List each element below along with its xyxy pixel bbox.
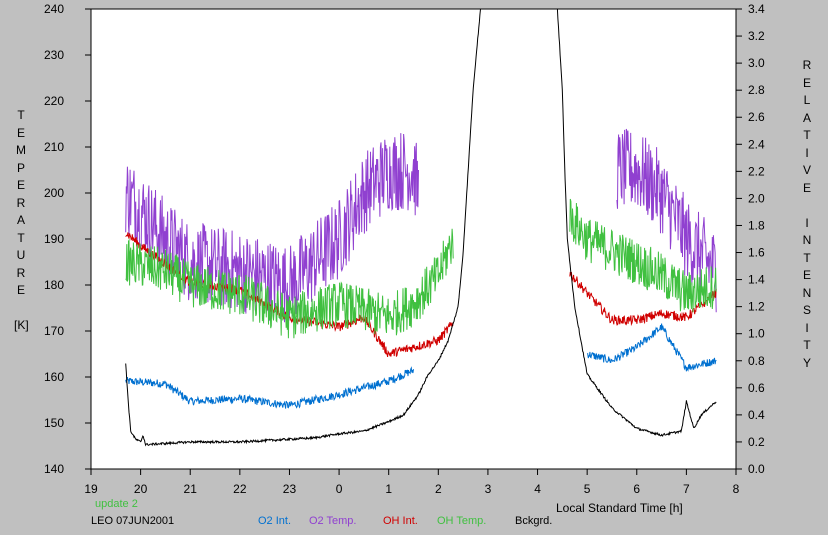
x-tick-label: 4 (534, 482, 541, 496)
axis-letter: R (16, 265, 26, 280)
axis-letter: P (16, 160, 25, 175)
axis-layer: 1401501601701801902002102202302400.00.20… (44, 2, 765, 515)
x-tick-label: 3 (485, 482, 492, 496)
axis-letter: T (17, 230, 25, 245)
left-tick-label: 240 (44, 2, 64, 16)
axis-letter: E (802, 268, 811, 282)
right-tick-label: 2.0 (748, 191, 765, 205)
left-tick-label: 220 (44, 94, 64, 108)
right-tick-label: 1.0 (748, 327, 765, 341)
plot-area (90, 8, 737, 470)
axis-letter: N (802, 285, 812, 300)
left-tick-label: 170 (44, 324, 64, 338)
series-line (569, 271, 717, 327)
left-tick-label: 150 (44, 416, 64, 430)
x-tick-label: 7 (683, 482, 690, 496)
legend-item: O2 Int. (258, 515, 292, 527)
axis-letter: E (16, 125, 25, 140)
axis-letter: T (803, 250, 811, 265)
right-tick-label: 1.8 (748, 218, 765, 232)
x-tick-label: 20 (134, 482, 148, 496)
series-line (586, 323, 717, 372)
right-tick-label: 0.2 (748, 435, 765, 449)
x-tick-label: 0 (336, 482, 343, 496)
legend-item: OH Int. (383, 515, 418, 527)
axis-letter: N (802, 233, 812, 247)
axis-letter: R (802, 58, 812, 72)
series-line (125, 366, 414, 409)
series-line (616, 128, 717, 313)
axis-letter: R (16, 195, 26, 210)
series-line (125, 133, 419, 326)
axis-letter: I (805, 145, 809, 160)
x-tick-label: 6 (633, 482, 640, 496)
left-tick-label: 230 (44, 48, 64, 62)
series-line (569, 198, 717, 313)
axis-letter: V (802, 163, 811, 177)
x-tick-label: 1 (385, 482, 392, 496)
right-tick-label: 0.0 (748, 462, 765, 476)
right-tick-label: 1.4 (748, 273, 765, 287)
right-tick-label: 0.4 (748, 408, 765, 422)
legend-item: OH Temp. (437, 515, 487, 527)
axis-letter: E (16, 178, 25, 192)
x-axis-title: Local Standard Time [h] (556, 501, 683, 515)
right-tick-label: 2.6 (748, 110, 765, 124)
axis-letter: T (803, 128, 811, 142)
axis-letter: E (16, 283, 25, 297)
left-tick-label: 160 (44, 370, 64, 384)
station-date-label: LEO 07JUN2001 (91, 515, 175, 527)
right-tick-label: 0.6 (748, 381, 765, 395)
x-tick-label: 8 (733, 482, 740, 496)
right-tick-label: 2.4 (748, 137, 765, 151)
x-tick-label: 19 (84, 482, 98, 496)
axis-letter: E (802, 180, 811, 195)
left-tick-label: 180 (44, 278, 64, 292)
right-tick-label: 3.4 (748, 2, 765, 16)
axis-letter: S (802, 303, 811, 317)
legend-item: Bckgrd. (515, 515, 553, 527)
left-tick-label: 200 (44, 186, 64, 200)
right-tick-label: 2.8 (748, 83, 765, 97)
axis-letter: I (805, 215, 809, 230)
x-tick-label: 2 (435, 482, 442, 496)
axis-letter: A (16, 213, 25, 227)
axis-letter: A (802, 110, 811, 125)
left-tick-label: 140 (44, 462, 64, 476)
x-tick-label: 23 (283, 482, 297, 496)
right-tick-label: 2.2 (748, 164, 765, 178)
left-tick-label: 190 (44, 232, 64, 246)
update-label: update 2 (95, 498, 138, 510)
left-tick-label: 210 (44, 140, 64, 154)
legend-item: O2 Temp. (309, 515, 357, 527)
axis-letter: T (803, 338, 811, 352)
axis-letter: I (805, 320, 809, 335)
x-tick-label: 5 (584, 482, 591, 496)
x-tick-label: 21 (184, 482, 198, 496)
axis-letter: Y (802, 355, 811, 370)
axis-letter: U (16, 248, 26, 262)
axis-letter: E (802, 75, 811, 90)
series-line (556, 8, 717, 437)
axis-letter: L (803, 93, 811, 107)
axis-letter: M (16, 143, 26, 157)
x-tick-label: 22 (233, 482, 247, 496)
right-tick-label: 1.2 (748, 300, 765, 314)
right-tick-label: 1.6 (748, 246, 765, 260)
series-line (125, 8, 481, 447)
right-tick-label: 3.0 (748, 56, 765, 70)
series-line (125, 228, 454, 339)
axis-letter: T (17, 108, 25, 122)
right-tick-label: 0.8 (748, 354, 765, 368)
axis-letter: [K] (14, 318, 29, 332)
right-tick-label: 3.2 (748, 29, 765, 43)
series-layer (125, 8, 717, 447)
